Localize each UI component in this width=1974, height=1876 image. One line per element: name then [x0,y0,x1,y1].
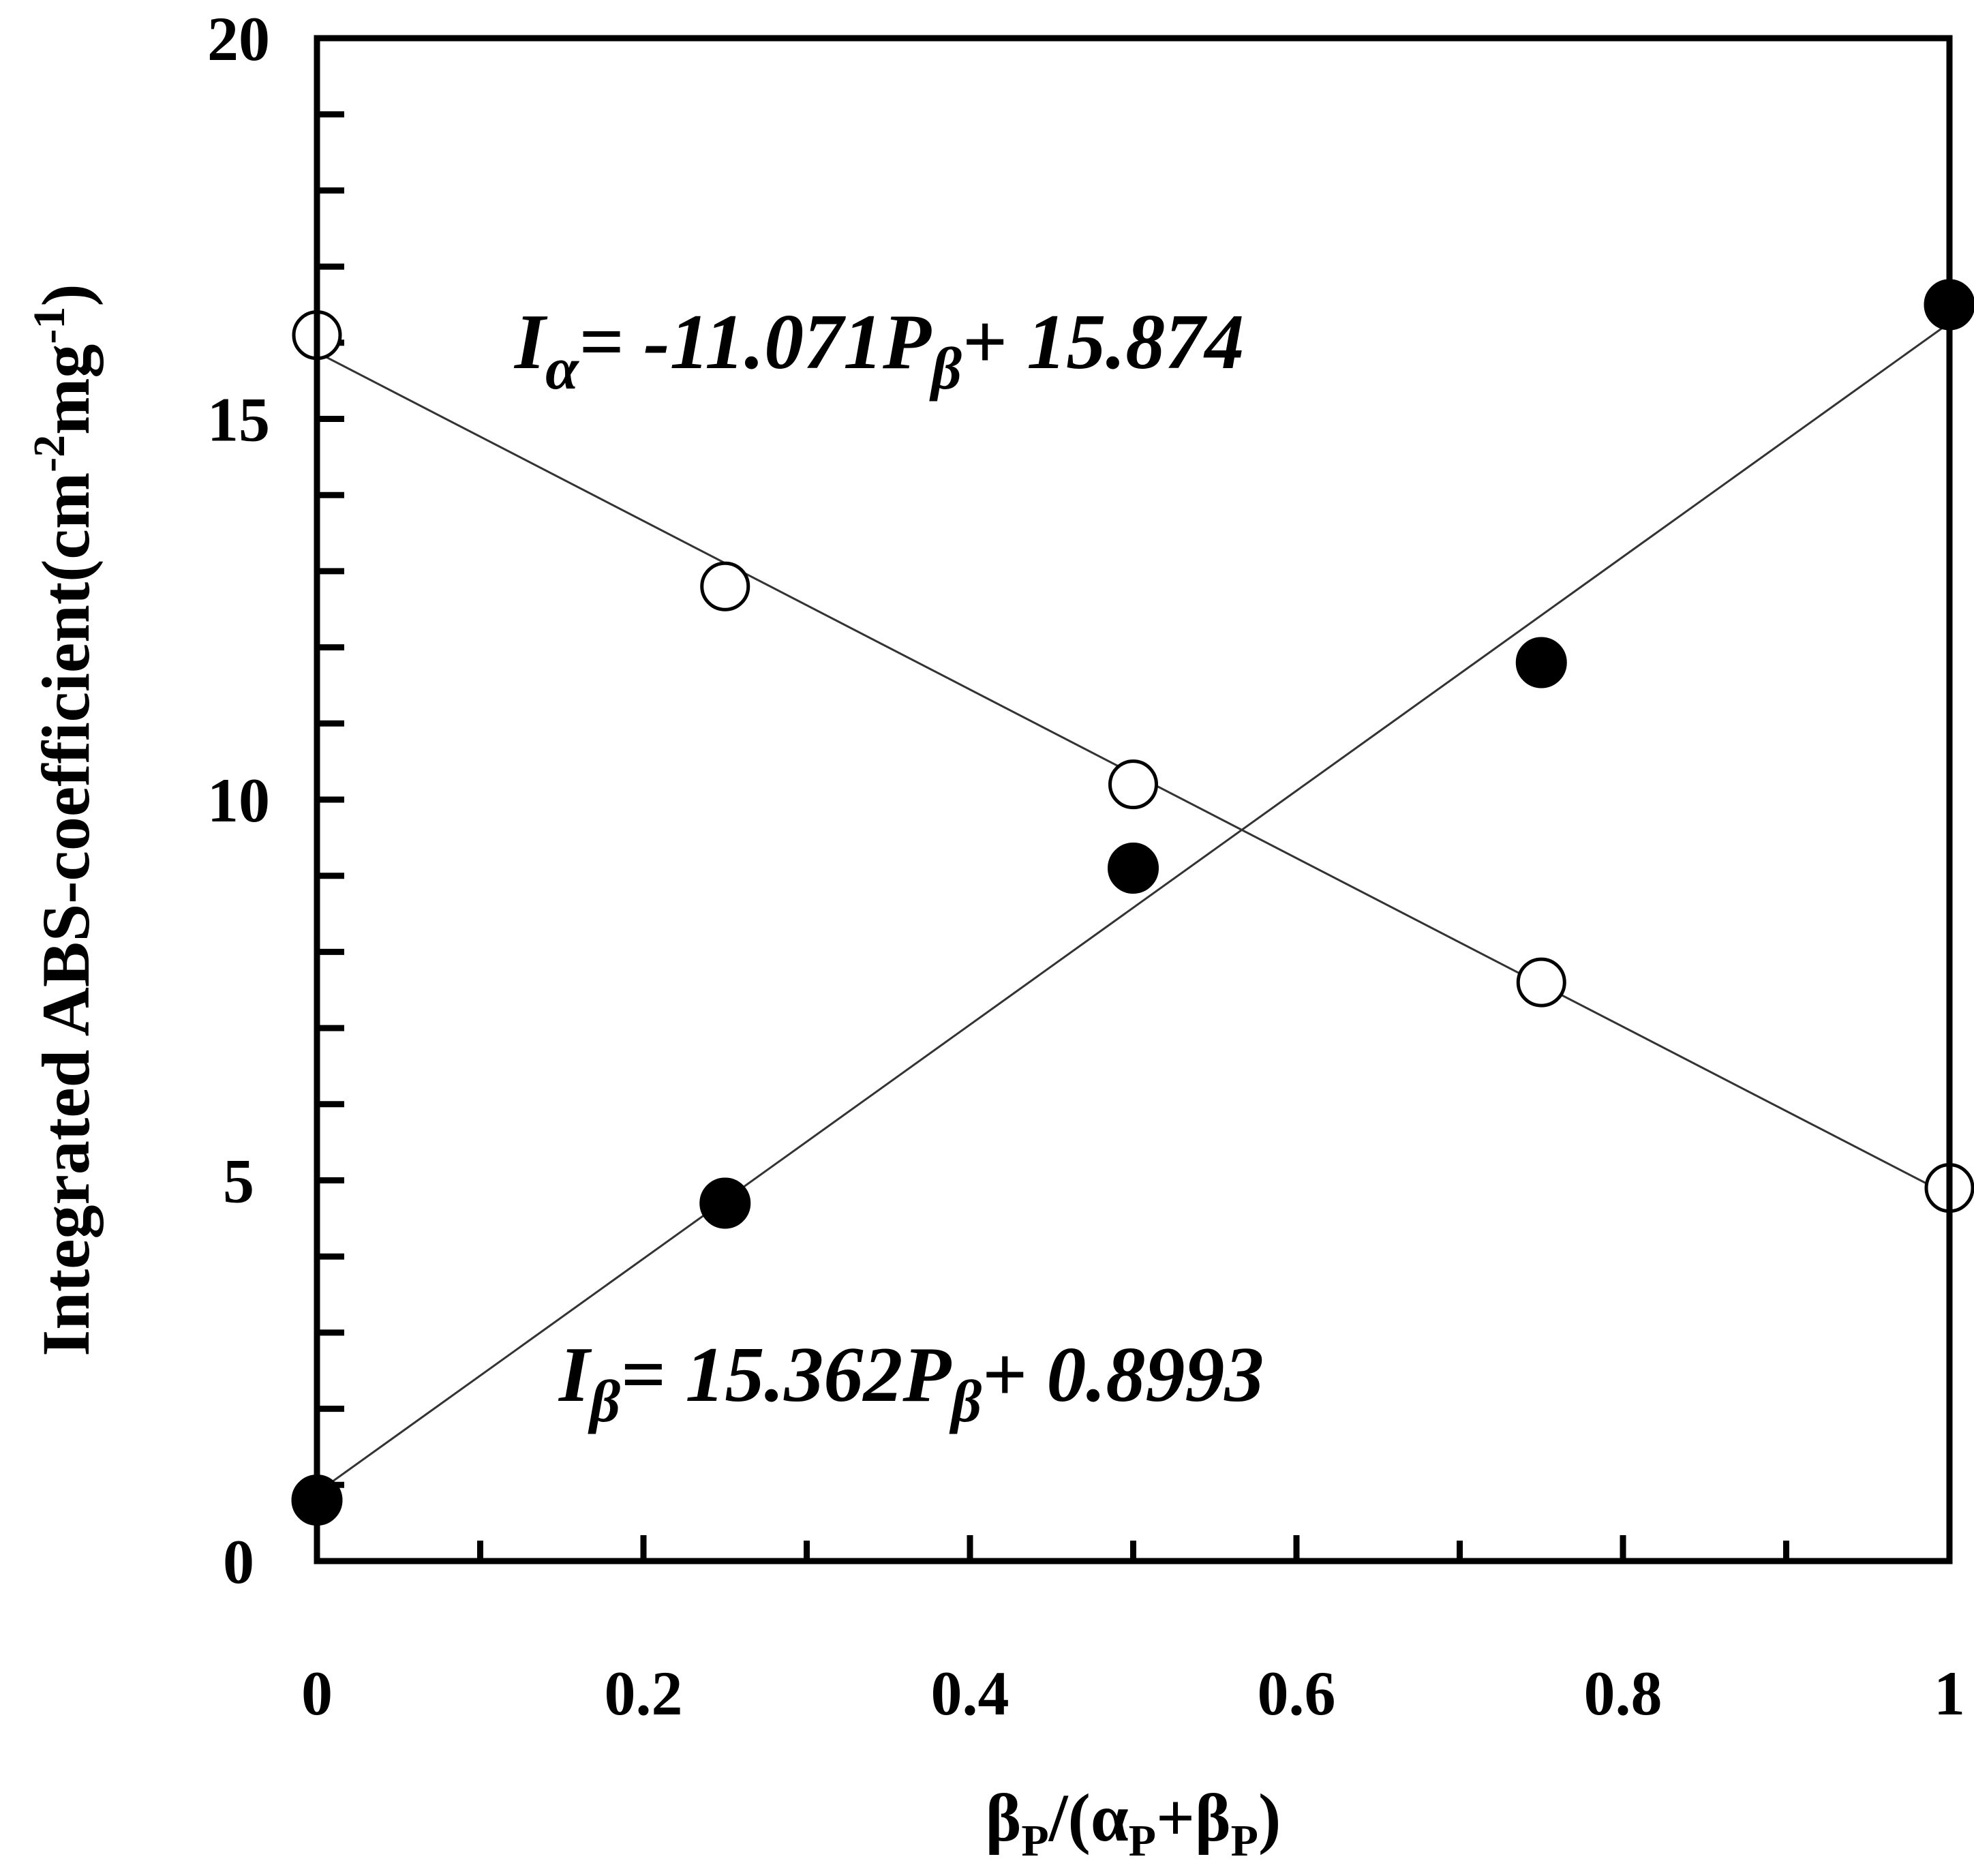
eq-beta-sub: β [588,1369,620,1435]
xlabel-close: ) [1258,1780,1281,1856]
y-tick-label: 10 [207,766,270,835]
alpha-data-point [1108,759,1158,810]
ylabel-main: Integrated ABS-coefficient(cm [28,472,104,1357]
x-tick-label: 0.8 [1584,1659,1662,1728]
plot-area-frame [314,35,1953,1564]
ylabel-exp2: -1 [25,307,74,344]
x-tick-label: 0 [301,1659,333,1728]
xlabel-plus: +β [1156,1780,1231,1856]
y-tick-label: 15 [207,385,270,455]
x-tick-label: 1 [1934,1659,1965,1728]
x-tick-label: 0.2 [605,1659,683,1728]
xlabel-sub2: P [1129,1816,1156,1866]
y-axis-label: Integrated ABS-coefficient(cm-2mg-1) [25,284,104,1356]
beta-fit-line [316,322,1950,1494]
fit-line-layer [316,322,1950,1494]
xlabel-sub1: P [1021,1816,1048,1866]
y-tick-label: 5 [223,1147,254,1216]
xlabel-sub3: P [1231,1816,1258,1866]
ylabel-mid: mg [28,344,104,435]
tick-label-layer: 0 5 10 15 20 0 0.2 0.4 0.6 0.8 1 [207,4,1965,1728]
x-axis-label: βP/(αP+βP) [986,1780,1281,1866]
x-tick-label: 0.6 [1258,1659,1336,1728]
eq-beta-text2: + 0.8993 [982,1331,1264,1419]
beta-data-point [1108,843,1159,894]
xlabel-mid: /(α [1048,1780,1129,1856]
alpha-data-point [700,561,750,611]
ylabel-exp1: -2 [25,435,74,472]
y-tick-label: 20 [207,4,270,74]
alpha-data-point [1516,957,1566,1008]
eq-alpha-text1: = -11.071P [579,299,932,386]
beta-data-point [1515,637,1567,689]
alpha-fit-equation: Iα= -11.071Pβ+ 15.874 [513,299,1244,402]
beta-data-point [699,1177,751,1229]
eq-alpha-sub2: β [929,336,962,402]
eq-alpha-I: I [513,299,548,386]
tick-layer [314,35,1953,1564]
xlabel-main: β [986,1780,1022,1856]
eq-beta-text1: = 15.362P [620,1331,952,1419]
eq-alpha-text2: + 15.874 [962,299,1244,386]
beta-fit-equation: Iβ= 15.362Pβ+ 0.8993 [558,1331,1264,1435]
eq-beta-I: I [558,1331,592,1419]
y-tick-label: 0 [223,1527,254,1597]
eq-beta-sub2: β [949,1369,982,1435]
eq-alpha-sub: α [545,336,579,402]
ylabel-close: ) [28,284,104,306]
x-tick-label: 0.4 [931,1659,1009,1728]
